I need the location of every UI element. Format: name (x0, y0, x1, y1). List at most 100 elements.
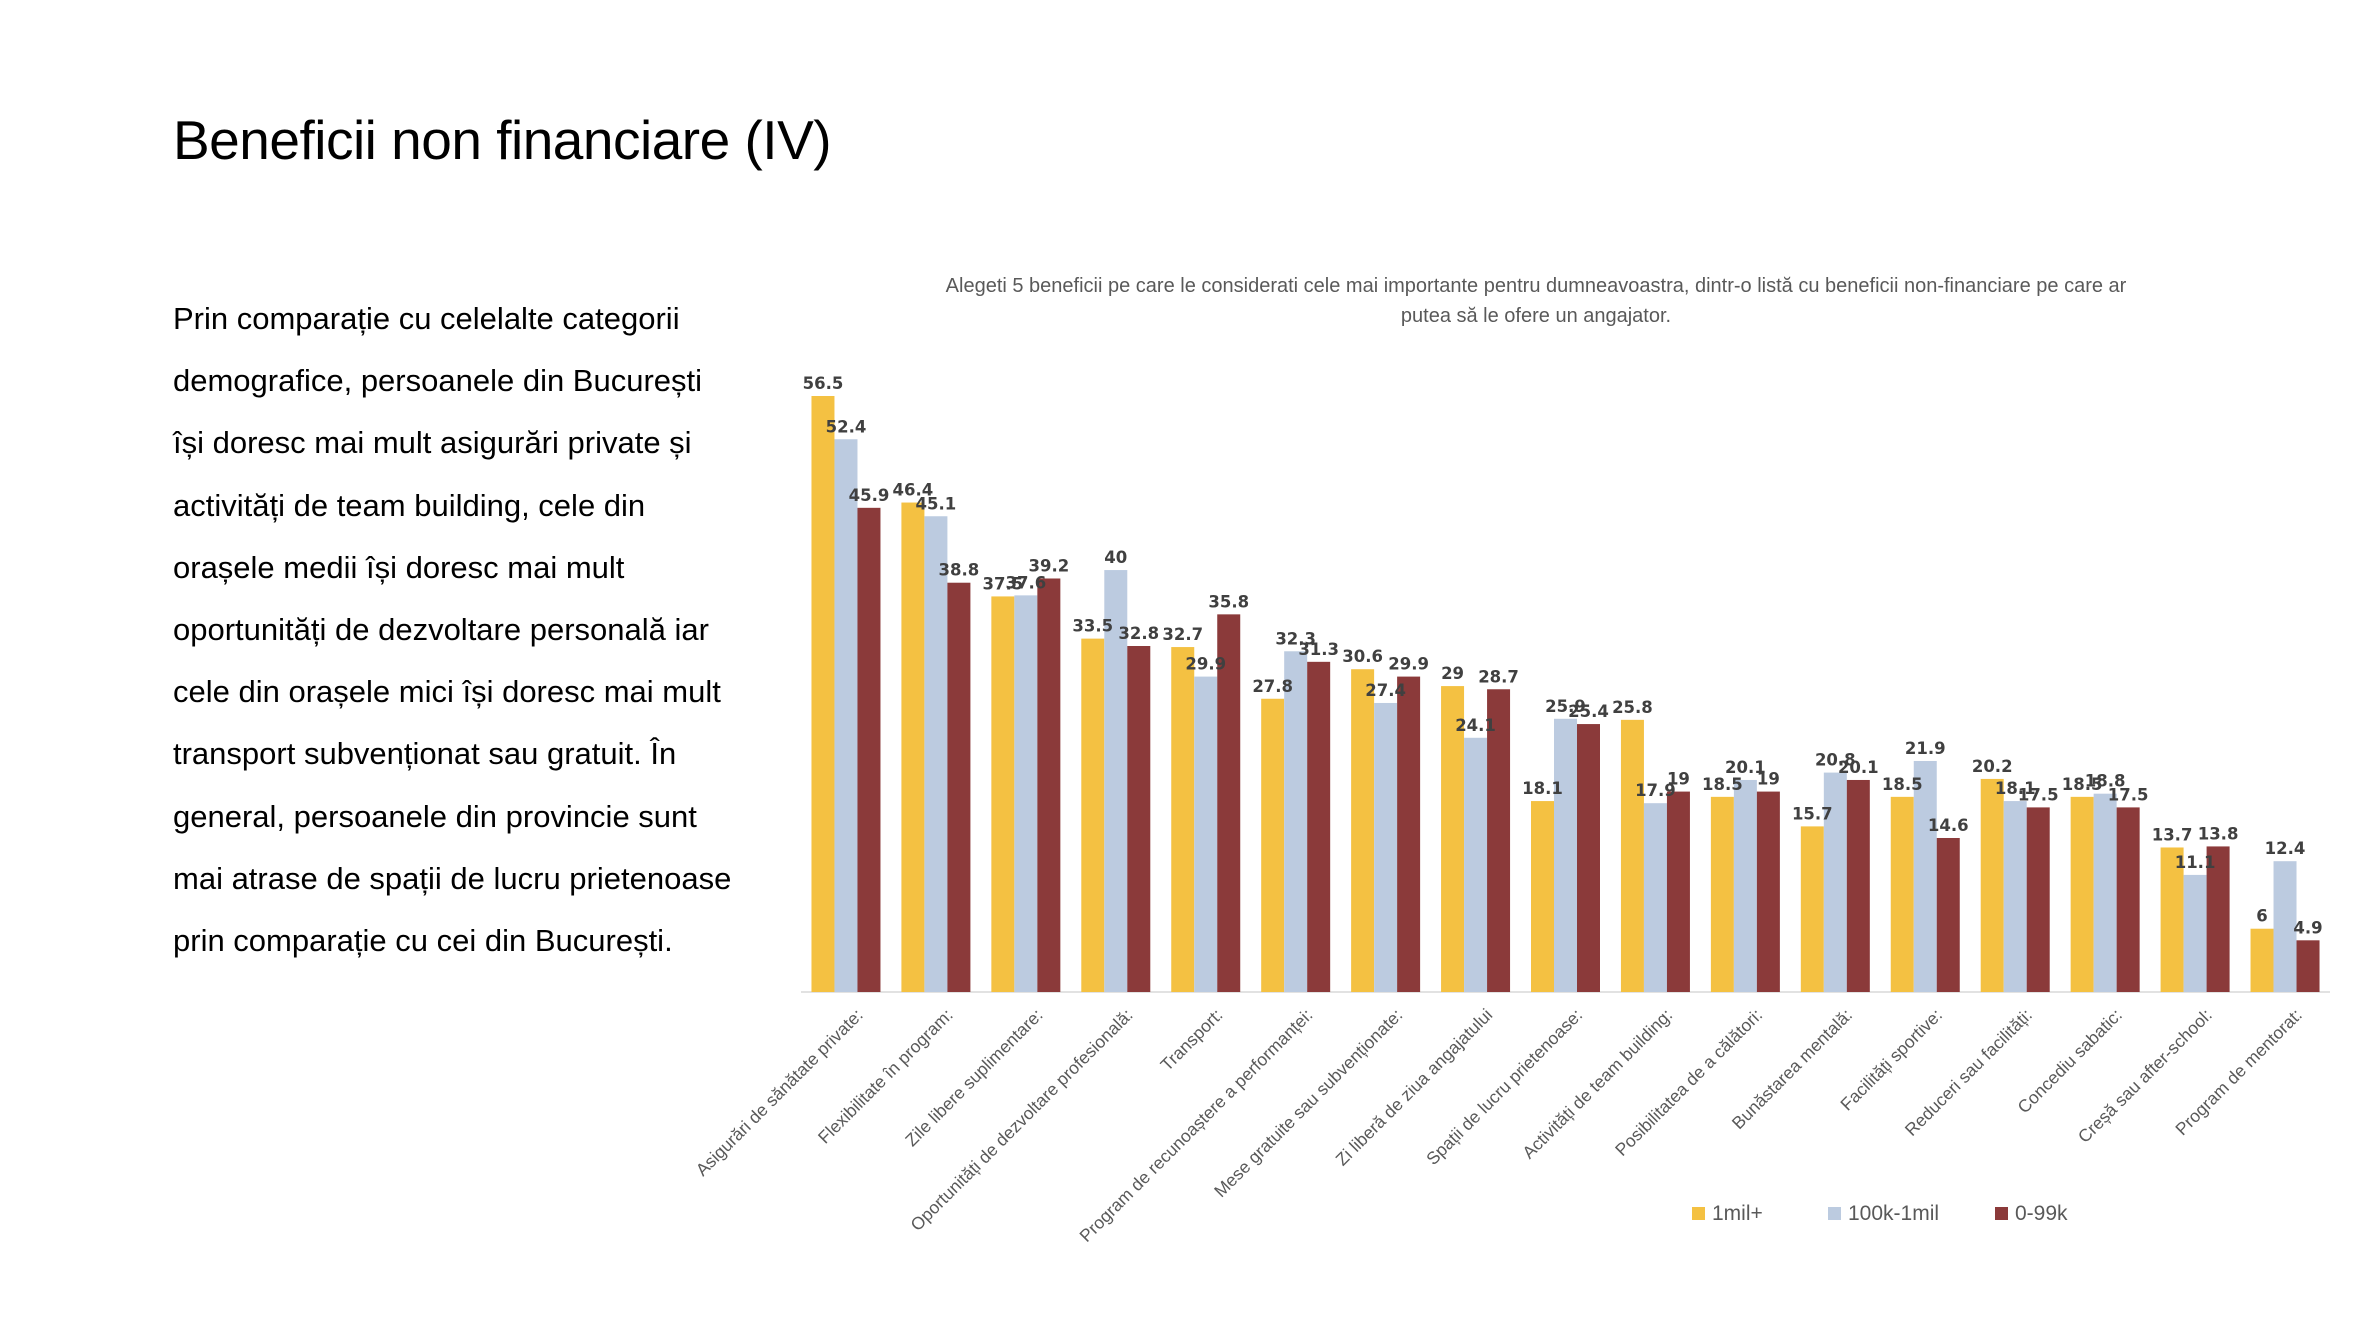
data-label: 40 (1104, 548, 1127, 567)
data-label: 37.5 (982, 574, 1023, 593)
data-label: 29.9 (1388, 655, 1429, 674)
data-label: 32.3 (1275, 629, 1316, 648)
bar (1890, 796, 1914, 992)
bar (1284, 651, 1308, 992)
data-label: 25.9 (1545, 697, 1586, 716)
bar (2070, 796, 2094, 992)
bar (924, 516, 948, 992)
bar (1666, 791, 1690, 992)
data-label: 45.9 (849, 486, 890, 505)
data-label: 28.7 (1478, 667, 1519, 686)
data-label: 18.5 (1702, 775, 1743, 794)
data-label: 6 (2256, 907, 2267, 926)
data-label: 27.8 (1252, 677, 1293, 696)
bar (2003, 801, 2027, 992)
legend: 1mil+ 100k-1mil 0-99k (1692, 1202, 2068, 1225)
legend-swatch (1692, 1207, 1705, 1220)
data-label: 17.5 (2108, 785, 2149, 804)
bar (2183, 874, 2207, 992)
data-label: 25.4 (1568, 702, 1609, 721)
data-label: 12.4 (2265, 839, 2306, 858)
bar (1577, 724, 1600, 992)
bar (1397, 676, 1421, 992)
bar (834, 439, 858, 992)
data-label: 35.8 (1208, 592, 1249, 611)
data-label: 45.1 (916, 494, 957, 513)
bar (857, 507, 881, 992)
data-label: 20.8 (1815, 751, 1856, 770)
chart-title: Alegeti 5 beneficii pe care le considera… (946, 275, 2127, 327)
data-label: 32.8 (1118, 624, 1159, 643)
bar (1800, 826, 1824, 992)
bar (1194, 676, 1218, 992)
data-label: 4.9 (2293, 918, 2322, 937)
bar (1104, 570, 1128, 992)
data-label: 46.4 (893, 481, 934, 500)
bar (2026, 807, 2050, 992)
bar (1374, 702, 1398, 992)
data-label: 19 (1757, 770, 1780, 789)
chart-title-line-1: Alegeti 5 beneficii pe care le considera… (946, 275, 2127, 297)
data-label: 20.2 (1972, 757, 2013, 776)
bar (1441, 686, 1465, 992)
bar (1487, 689, 1511, 992)
slide-body-text: Prin comparație cu celelalte categorii d… (173, 301, 732, 959)
data-label: 20.1 (1725, 758, 1766, 777)
category-label: Asigurări de sănătate private: (692, 1005, 867, 1180)
bar (1710, 796, 1734, 992)
data-label: 19 (1667, 770, 1690, 789)
bar (1217, 614, 1241, 992)
bar (1620, 719, 1644, 992)
bar-labels-layer: 56.5 52.4 45.9 46.445.1 38.837.537.639.2 33.5… (803, 374, 2323, 937)
data-label: 18.5 (2062, 775, 2103, 794)
bar (1733, 779, 1757, 992)
bar (1037, 578, 1061, 992)
bar (1756, 791, 1780, 992)
bar (1643, 803, 1667, 992)
category-label: Transport: (1156, 1005, 1226, 1075)
data-label: 21.9 (1905, 739, 1946, 758)
bar (2296, 940, 2320, 992)
data-label: 32.7 (1162, 625, 1203, 644)
data-label: 56.5 (803, 374, 844, 393)
data-label: 29 (1441, 664, 1464, 683)
data-label: 38.8 (939, 561, 980, 580)
bar (2250, 928, 2274, 992)
bar (1913, 760, 1937, 992)
chart-title-line-2: putea să le ofere un angajator. (1401, 305, 1671, 327)
data-label: 11.1 (2175, 853, 2216, 872)
bar (1014, 595, 1038, 992)
data-label: 24.1 (1455, 716, 1496, 735)
bar (901, 502, 925, 992)
category-label: Posibilitatea de a călători: (1611, 1005, 1766, 1160)
bar (2206, 846, 2230, 992)
bar (1464, 737, 1488, 992)
data-label: 18.1 (1522, 779, 1563, 798)
bar (947, 582, 971, 992)
data-label: 25.8 (1612, 698, 1653, 717)
legend-swatch (1828, 1207, 1841, 1220)
data-label: 39.2 (1028, 556, 1069, 575)
data-label: 13.7 (2152, 825, 2193, 844)
bar (1936, 837, 1960, 992)
bar (1554, 718, 1577, 992)
slide-title: Beneficii non financiare (IV) (173, 109, 832, 171)
bar (1846, 779, 1870, 992)
category-label: Mese gratuite sau subvenționate: (1210, 1005, 1406, 1201)
legend-label: 0-99k (2015, 1202, 2068, 1225)
legend-swatch (1995, 1207, 2008, 1220)
data-label: 30.6 (1342, 647, 1383, 666)
data-label: 15.7 (1792, 804, 1833, 823)
legend-label: 100k-1mil (1848, 1202, 1939, 1225)
data-label: 27.4 (1365, 681, 1406, 700)
bar (2093, 793, 2117, 992)
bar (2116, 807, 2140, 992)
category-label: Activități de team building: (1518, 1005, 1676, 1163)
data-label: 20.1 (1838, 758, 1879, 777)
category-label: Zi liberă de ziua angajatului (1332, 1005, 1497, 1170)
bar (1351, 669, 1375, 992)
bar (811, 396, 835, 992)
data-label: 52.4 (826, 417, 867, 436)
data-label: 37.6 (1005, 573, 1046, 592)
